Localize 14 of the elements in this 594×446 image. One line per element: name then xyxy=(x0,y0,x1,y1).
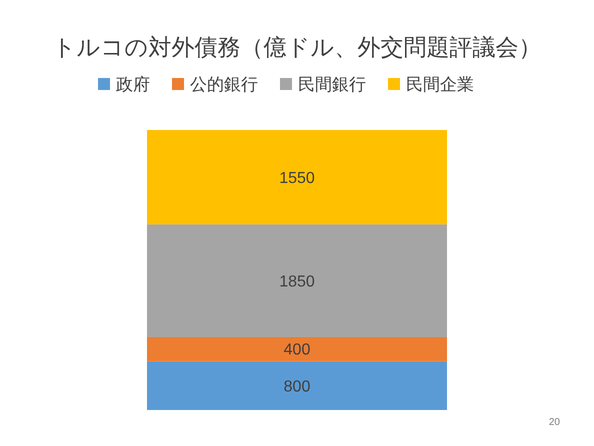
bar xyxy=(147,224,447,337)
bar xyxy=(147,361,447,410)
data-label: 400 xyxy=(284,342,310,359)
legend-label: 民間銀行 xyxy=(298,74,366,94)
legend-label: 公的銀行 xyxy=(190,74,258,94)
text: 20 xyxy=(548,417,560,428)
data-label: 1850 xyxy=(279,273,315,290)
data-label: 1550 xyxy=(279,170,315,187)
data-label: 800 xyxy=(284,378,310,396)
chart-title: トルコの対外債務（億ドル、外交問題評議会） xyxy=(52,34,542,60)
legend-label: 政府 xyxy=(116,74,150,94)
bar xyxy=(147,130,447,224)
legend-label: 民間企業 xyxy=(406,74,474,94)
bar xyxy=(147,336,447,362)
